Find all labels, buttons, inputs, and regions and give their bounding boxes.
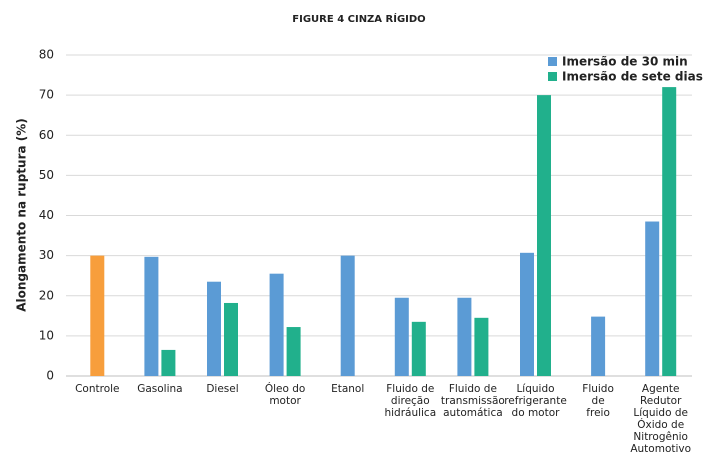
x-tick-label: Diesel (206, 383, 238, 395)
y-tick-label: 0 (46, 369, 54, 383)
legend-swatch (548, 57, 557, 66)
bar (90, 255, 105, 376)
bar (144, 256, 159, 376)
x-tick-label: Óleo do motor (265, 382, 306, 407)
legend-label: Imersão de 30 min (562, 55, 688, 69)
legend-swatch (548, 72, 557, 81)
x-tick-label: Líquido refrigerante do motor (504, 383, 567, 419)
x-tick-label: Gasolina (137, 383, 182, 395)
legend-label: Imersão de sete dias (562, 70, 703, 84)
bar (340, 255, 355, 376)
y-tick-label: 20 (39, 288, 54, 302)
bar (207, 281, 221, 376)
y-tick-label: 80 (39, 48, 54, 62)
bar (269, 273, 284, 376)
bar (474, 317, 489, 376)
bar (662, 87, 677, 376)
y-tick-label: 10 (39, 328, 54, 342)
bar (591, 316, 606, 376)
bar (645, 221, 660, 376)
x-tick-label: Fluido de transmissão automática (441, 383, 505, 419)
bar (457, 297, 472, 376)
bar (224, 302, 238, 376)
y-tick-label: 70 (39, 88, 54, 102)
y-axis-label: Alongamento na ruptura (%) (15, 118, 29, 312)
x-tick-label: Controle (75, 383, 119, 395)
bar (394, 297, 409, 376)
bar (411, 321, 426, 376)
x-tick-label: Fluido de direção hidráulica (384, 383, 436, 419)
x-tick-label: Etanol (331, 383, 364, 395)
bar (286, 327, 301, 376)
x-tick-label: Agente Redutor Líquido de Óxido de Nitrogêni… (630, 383, 691, 455)
x-tick-label: Fluido de freio (582, 383, 614, 419)
bar (161, 349, 176, 376)
bar (537, 95, 551, 376)
chart-title: FIGURE 4 CINZA RÍGIDO (292, 12, 425, 25)
bar (520, 252, 534, 376)
y-tick-label: 30 (39, 248, 54, 262)
y-tick-label: 40 (39, 208, 54, 222)
y-tick-label: 50 (39, 168, 54, 182)
y-tick-label: 60 (39, 128, 54, 142)
